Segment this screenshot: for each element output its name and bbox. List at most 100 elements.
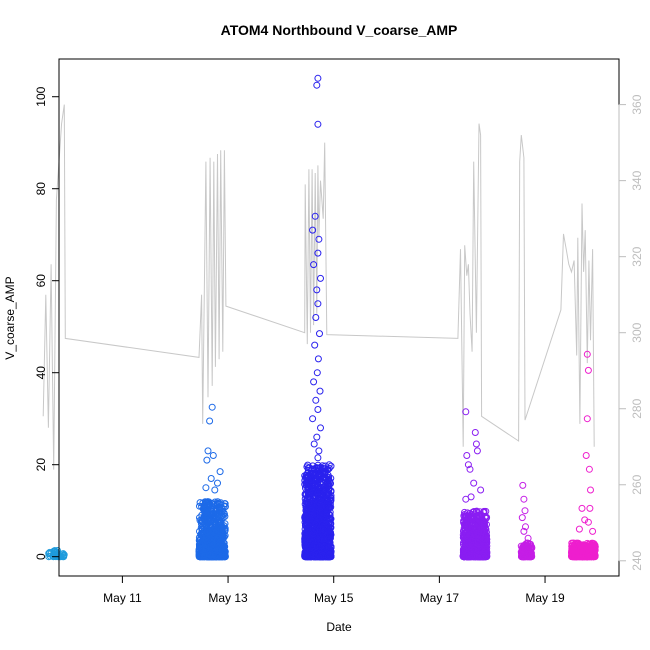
data-point-outlier — [464, 461, 472, 469]
data-point — [215, 513, 223, 521]
data-point — [325, 519, 333, 527]
data-point-outlier — [522, 523, 529, 531]
data-point — [327, 462, 335, 470]
data-point-outlier — [315, 447, 323, 455]
data-point — [568, 542, 576, 550]
x-tick-label: May 19 — [525, 591, 565, 605]
data-point — [474, 540, 482, 547]
data-point — [580, 543, 588, 551]
data-point-outlier — [209, 452, 217, 459]
data-point — [480, 542, 488, 550]
data-point-outlier — [582, 452, 590, 459]
data-point — [473, 523, 481, 531]
data-point — [464, 548, 472, 556]
data-point-outlier — [314, 300, 322, 308]
data-point — [568, 545, 576, 553]
data-point — [463, 522, 470, 530]
scatter-cluster-5 — [517, 481, 536, 561]
data-point — [326, 531, 334, 539]
scatter-cluster-4 — [459, 408, 491, 561]
data-point — [468, 552, 476, 560]
data-point — [305, 499, 313, 507]
scatter-cluster-2 — [195, 403, 229, 561]
data-point-outlier — [583, 415, 591, 423]
data-point — [326, 553, 334, 561]
data-point — [480, 521, 488, 529]
data-point-outlier — [47, 550, 55, 557]
data-point-outlier — [311, 341, 319, 349]
data-point — [326, 536, 334, 544]
data-point — [312, 478, 320, 485]
data-point — [588, 542, 596, 550]
data-point — [302, 533, 310, 541]
data-point — [462, 518, 470, 525]
data-point-outlier — [312, 396, 320, 404]
data-point — [321, 515, 329, 523]
data-point-outlier — [316, 387, 324, 395]
data-point-outlier — [589, 527, 597, 535]
data-point-outlier — [316, 330, 323, 338]
data-point — [221, 503, 229, 511]
data-point — [198, 551, 206, 559]
data-point — [576, 541, 584, 549]
data-point-outlier — [206, 417, 214, 425]
data-point — [312, 464, 320, 472]
data-point — [211, 521, 219, 529]
secondary-line — [42, 104, 595, 470]
data-point — [481, 545, 489, 553]
data-point — [474, 532, 482, 540]
scatter-cluster-3 — [301, 74, 335, 561]
data-point — [478, 515, 486, 522]
data-point-outlier — [310, 378, 318, 386]
data-point — [214, 545, 222, 553]
data-point — [200, 502, 208, 510]
data-point-outlier — [520, 527, 528, 535]
plot-layer — [42, 74, 599, 561]
data-point-outlier — [524, 534, 532, 542]
data-point — [304, 503, 312, 511]
data-point-outlier — [471, 429, 479, 436]
data-point-outlier — [309, 415, 317, 423]
data-point — [316, 525, 324, 533]
x-tick-label: May 11 — [103, 591, 142, 605]
data-point — [200, 538, 208, 546]
data-point — [525, 551, 533, 558]
data-point-outlier — [472, 440, 480, 448]
data-point — [303, 553, 311, 560]
data-point-outlier — [311, 212, 319, 220]
data-point — [221, 500, 229, 508]
data-point — [309, 530, 317, 538]
data-point — [308, 499, 316, 507]
data-point-outlier — [518, 514, 526, 522]
data-point-outlier — [317, 424, 324, 432]
y-tick-label: 60 — [34, 274, 48, 288]
data-point — [203, 528, 211, 536]
data-point-outlier — [575, 525, 583, 533]
data-point — [522, 541, 530, 549]
data-point — [477, 510, 484, 518]
data-point-outlier — [309, 226, 317, 234]
data-point — [316, 513, 324, 521]
data-point — [215, 503, 222, 511]
data-point — [319, 523, 327, 531]
data-point — [320, 465, 327, 473]
data-point-outlier — [462, 408, 470, 416]
y-tick-label: 80 — [34, 182, 48, 196]
data-point-outlier — [586, 504, 594, 512]
data-point — [304, 469, 311, 477]
data-point — [302, 479, 310, 487]
x-tick-label: May 15 — [314, 591, 354, 605]
data-point — [305, 485, 313, 493]
data-point-outlier — [519, 481, 527, 489]
data-point — [325, 544, 333, 552]
data-point — [204, 516, 212, 524]
data-point — [469, 513, 477, 521]
data-point — [320, 553, 328, 560]
data-point-outlier — [313, 81, 321, 89]
scatter-cluster-6 — [568, 350, 599, 561]
data-point-outlier — [470, 479, 478, 487]
x-tick-label: May 13 — [208, 591, 248, 605]
data-point — [204, 498, 212, 506]
x-tick-label: May 17 — [420, 591, 460, 605]
data-point-outlier — [207, 475, 215, 482]
